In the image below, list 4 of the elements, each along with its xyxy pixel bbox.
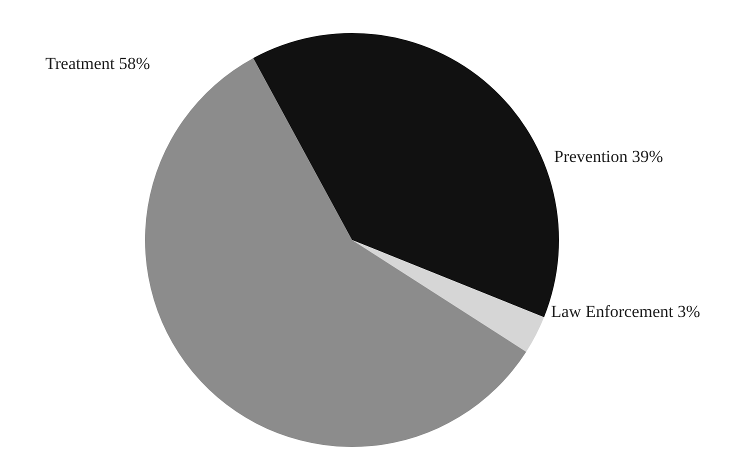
slice-label: Treatment 58% xyxy=(45,54,150,73)
slice-label: Prevention 39% xyxy=(554,147,664,166)
slice-label: Law Enforcement 3% xyxy=(551,302,700,321)
pie-slice xyxy=(352,240,544,352)
